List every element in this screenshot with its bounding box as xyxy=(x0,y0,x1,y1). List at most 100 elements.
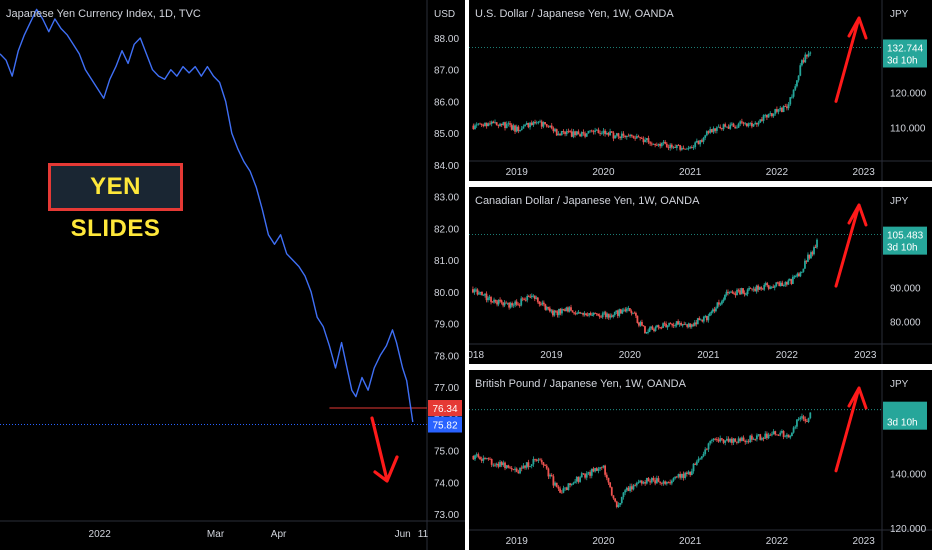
price-tag-countdown: 3d 10h xyxy=(887,243,918,254)
candle-body xyxy=(559,308,562,314)
candle-body xyxy=(499,123,501,126)
y-tick-label: 120.000 xyxy=(890,88,927,99)
candle-body xyxy=(784,282,787,285)
candle-body xyxy=(580,312,583,314)
candle-body xyxy=(624,490,627,493)
candle-body xyxy=(610,315,613,317)
candle-body xyxy=(564,132,566,135)
candle-body xyxy=(806,54,808,57)
y-axis-unit: USD xyxy=(434,9,455,20)
candle-body xyxy=(597,468,600,471)
candle-body xyxy=(577,131,580,135)
candle-body xyxy=(621,310,624,314)
candle-body xyxy=(799,65,802,76)
candle-body xyxy=(629,134,632,137)
candle-body xyxy=(762,115,765,121)
candle-body xyxy=(735,441,738,443)
candle-body xyxy=(615,133,618,136)
candle-body xyxy=(559,488,561,493)
candle-body xyxy=(694,463,697,465)
candle-body xyxy=(632,485,635,490)
candle-body xyxy=(600,133,603,135)
candle-body xyxy=(787,104,790,109)
candle-body xyxy=(523,299,526,301)
candle-body xyxy=(777,109,780,112)
candle-body xyxy=(654,144,657,146)
candle-body xyxy=(515,126,518,132)
candle-body xyxy=(645,332,648,334)
candle-body xyxy=(722,124,725,130)
candle-body xyxy=(740,121,743,123)
candle-body xyxy=(517,304,520,306)
candle-body xyxy=(641,321,643,326)
candle-body xyxy=(636,315,639,323)
x-tick-label: 2022 xyxy=(89,529,112,540)
candle-body xyxy=(733,293,735,295)
candle-body xyxy=(488,297,491,298)
y-tick-label: 74.00 xyxy=(434,478,459,489)
candle-body xyxy=(522,126,525,129)
candle-body xyxy=(542,462,545,466)
candle-body xyxy=(624,135,627,138)
candle-body xyxy=(521,298,524,300)
candle-body xyxy=(515,301,518,305)
y-tick-label: 140.000 xyxy=(890,470,927,481)
candle-body xyxy=(750,122,753,127)
y-tick-label: 75.00 xyxy=(434,447,459,458)
candle-body xyxy=(495,463,498,466)
candle-body xyxy=(574,313,577,315)
candle-body xyxy=(514,468,516,470)
candle-body xyxy=(633,312,636,314)
candle-body xyxy=(766,114,768,118)
candle-body xyxy=(787,434,790,438)
candle-body xyxy=(476,289,479,295)
candle-body xyxy=(761,438,763,440)
candle-body xyxy=(645,138,648,141)
candle-body xyxy=(697,458,700,462)
cadjpy-title: Canadian Dollar / Japanese Yen, 1W, OAND… xyxy=(475,195,700,207)
candle-body xyxy=(497,125,500,126)
candle-body xyxy=(539,459,541,461)
candle-body xyxy=(748,287,750,290)
candle-body xyxy=(659,327,661,328)
candle-body xyxy=(595,468,598,471)
candle-body xyxy=(557,486,560,489)
candle-body xyxy=(592,131,595,133)
candle-body xyxy=(682,147,685,149)
candle-body xyxy=(776,282,779,284)
candle-body xyxy=(562,309,565,310)
candle-body xyxy=(757,434,760,436)
candle-body xyxy=(662,481,665,484)
candle-body xyxy=(745,441,748,443)
candle-body xyxy=(552,128,555,132)
candle-body xyxy=(671,323,674,326)
candle-body xyxy=(480,459,483,461)
candle-body xyxy=(669,323,672,324)
candle-body xyxy=(472,125,475,130)
candle-body xyxy=(724,294,726,300)
candle-body xyxy=(675,144,678,148)
candle-body xyxy=(589,313,592,316)
candle-body xyxy=(702,454,705,457)
candle-body xyxy=(747,441,750,443)
candle-body xyxy=(774,431,777,435)
candle-body xyxy=(475,124,478,126)
candle-body xyxy=(586,314,589,316)
price-tag-label: 105.483 xyxy=(887,231,924,242)
up-arrow xyxy=(834,203,868,288)
candle-body xyxy=(475,454,478,456)
candle-body xyxy=(700,456,703,459)
candle-body xyxy=(752,124,755,127)
candle-body xyxy=(544,304,547,310)
x-tick-label: Apr xyxy=(271,529,287,540)
candle-body xyxy=(772,286,775,288)
price-tag-label: 75.82 xyxy=(432,421,457,432)
x-tick-label: 2019 xyxy=(540,350,563,361)
candle-body xyxy=(781,107,783,113)
candle-body xyxy=(758,287,761,290)
candle-body xyxy=(584,474,586,478)
candle-body xyxy=(592,312,595,316)
candle-body xyxy=(801,416,803,418)
candle-body xyxy=(532,458,535,465)
candle-body xyxy=(667,482,670,483)
